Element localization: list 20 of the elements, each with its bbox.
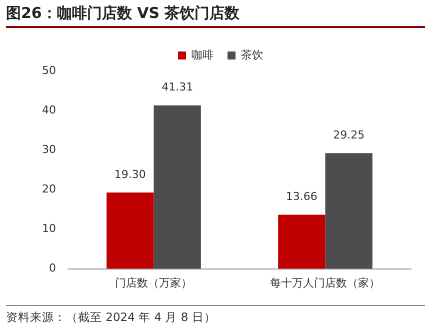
text: 资料来源：（截至 2024 年 4 月 8 日） xyxy=(6,305,425,325)
data-label: 19.30 xyxy=(114,168,146,181)
y-tick-label: 10 xyxy=(42,222,56,236)
bar xyxy=(106,192,154,269)
y-tick-label: 40 xyxy=(42,103,56,116)
data-label: 29.25 xyxy=(333,128,365,142)
data-label: 41.31 xyxy=(162,80,194,94)
y-tick-label: 30 xyxy=(42,142,56,156)
bar xyxy=(325,153,372,269)
bar xyxy=(278,214,326,269)
bar xyxy=(154,105,201,269)
chart-title: 图26：咖啡门店数 VS 茶饮门店数 xyxy=(6,4,425,28)
x-tick-label: 每十万人门店数（家） xyxy=(270,276,380,290)
legend-label: 茶饮 xyxy=(241,48,263,62)
legend-label: 咖啡 xyxy=(192,48,214,62)
data-label: 13.66 xyxy=(286,190,318,204)
y-tick-label: 50 xyxy=(42,64,56,77)
x-tick-label: 门店数（万家） xyxy=(115,276,192,290)
y-tick-label: 0 xyxy=(48,262,56,275)
y-tick-label: 20 xyxy=(42,182,56,196)
